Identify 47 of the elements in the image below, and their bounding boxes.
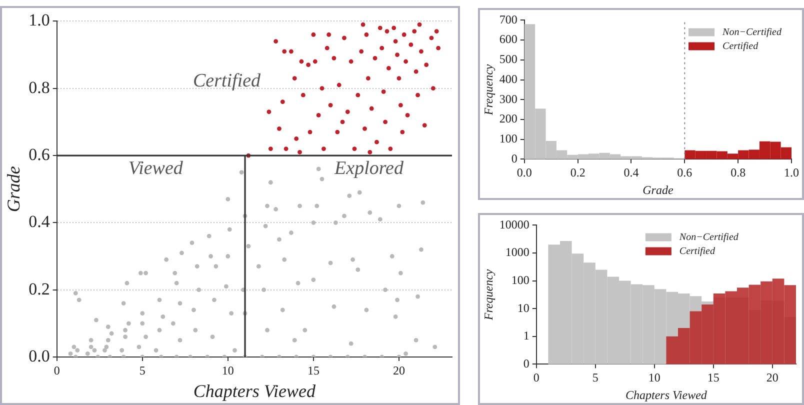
legend-label: Non−Certified xyxy=(678,232,740,243)
y-tick-label: 1 xyxy=(523,328,530,343)
y-tick-label: 0.6 xyxy=(28,144,50,164)
y-tick-label: 0.4 xyxy=(28,212,50,232)
y-tick-label: 100 xyxy=(511,272,530,287)
x-tick-label: 0.6 xyxy=(677,166,692,180)
x-tick-label: 10 xyxy=(222,363,234,378)
y-tick-label: 0.2 xyxy=(28,279,50,298)
y-tick-label: 10 xyxy=(517,300,530,315)
x-tick-label: 20 xyxy=(392,363,405,378)
y-tick-label: 400 xyxy=(499,72,518,86)
y-tick-label: 0.8 xyxy=(28,78,50,97)
x-tick-label: 15 xyxy=(707,370,720,385)
x-tick-label: 5 xyxy=(592,370,598,385)
y-tick-label: 700 xyxy=(499,12,518,26)
y-axis-title: Frequency xyxy=(481,64,496,116)
legend-label: Certified xyxy=(679,246,716,257)
y-tick-label: 600 xyxy=(499,32,518,46)
x-tick-label: 20 xyxy=(766,370,778,385)
y-tick-label: 100 xyxy=(499,132,518,146)
x-axis-title: Chapters Viewed xyxy=(625,388,708,402)
y-tick-label: 1.0 xyxy=(28,10,50,30)
y-tick-label: 500 xyxy=(499,52,518,66)
annotation: Certified xyxy=(192,70,262,92)
x-tick-label: 0.8 xyxy=(730,166,746,180)
legend-label: Non−Certified xyxy=(722,26,782,38)
x-tick-label: 0.4 xyxy=(624,166,639,180)
y-tick-label: 10000 xyxy=(499,217,530,232)
x-tick-label: 5 xyxy=(139,363,146,378)
x-tick-label: 15 xyxy=(307,363,320,378)
x-tick-label: 0.2 xyxy=(570,166,586,180)
x-tick-label: 10 xyxy=(648,370,660,385)
y-tick-label: 0.0 xyxy=(28,346,50,366)
x-axis-title: Grade xyxy=(642,182,674,197)
annotation: Viewed xyxy=(128,158,184,179)
legend-label: Certified xyxy=(722,40,760,52)
x-tick-label: 0 xyxy=(533,370,540,385)
x-tick-label: 0 xyxy=(54,363,60,378)
x-axis-title: Chapters Viewed xyxy=(193,380,316,401)
y-tick-label: 200 xyxy=(499,112,518,126)
y-tick-label: 1000 xyxy=(505,245,530,260)
x-tick-label: 1.0 xyxy=(784,166,799,180)
y-axis-title: Grade xyxy=(4,166,24,212)
y-axis-title: Frequency xyxy=(481,268,496,322)
y-tick-label: 300 xyxy=(499,92,518,106)
y-tick-label: 0 xyxy=(511,151,518,166)
annotation: Explored xyxy=(334,158,404,179)
